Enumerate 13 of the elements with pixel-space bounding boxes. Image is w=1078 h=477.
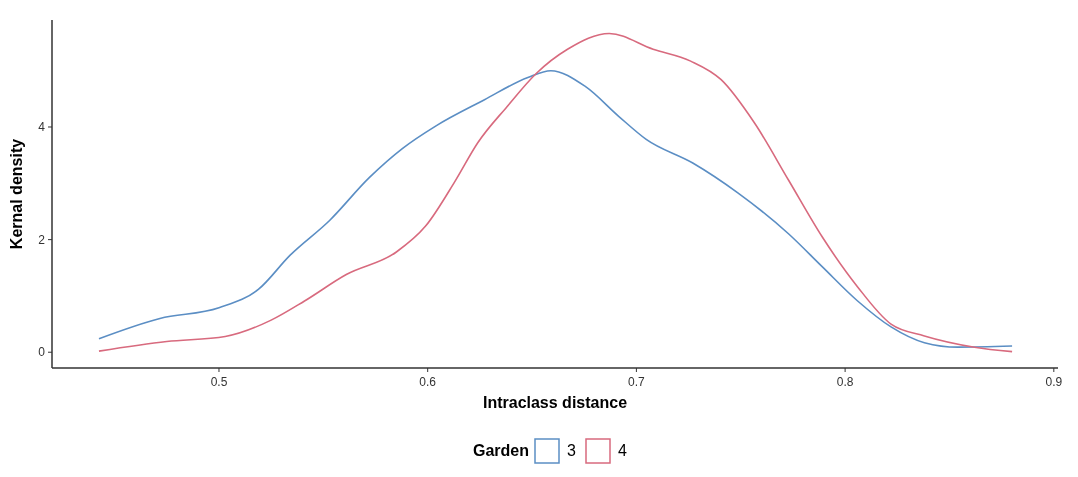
x-tick-label: 0.5 <box>210 375 228 389</box>
x-tick-label: 0.7 <box>628 375 646 389</box>
legend-label: 3 <box>567 442 576 459</box>
y-tick-label: 4 <box>38 120 46 135</box>
x-tick-label: 0.6 <box>419 375 437 389</box>
x-tick-label: 0.9 <box>1045 375 1063 389</box>
legend-title: Garden <box>473 442 530 459</box>
y-tick-label: 2 <box>38 232 46 247</box>
y-tick-label: 0 <box>38 345 46 360</box>
legend-label: 4 <box>618 442 627 459</box>
y-axis-title: Kernal density <box>8 138 25 250</box>
x-axis-title: Intraclass distance <box>482 394 628 411</box>
x-tick-label: 0.8 <box>836 375 854 389</box>
